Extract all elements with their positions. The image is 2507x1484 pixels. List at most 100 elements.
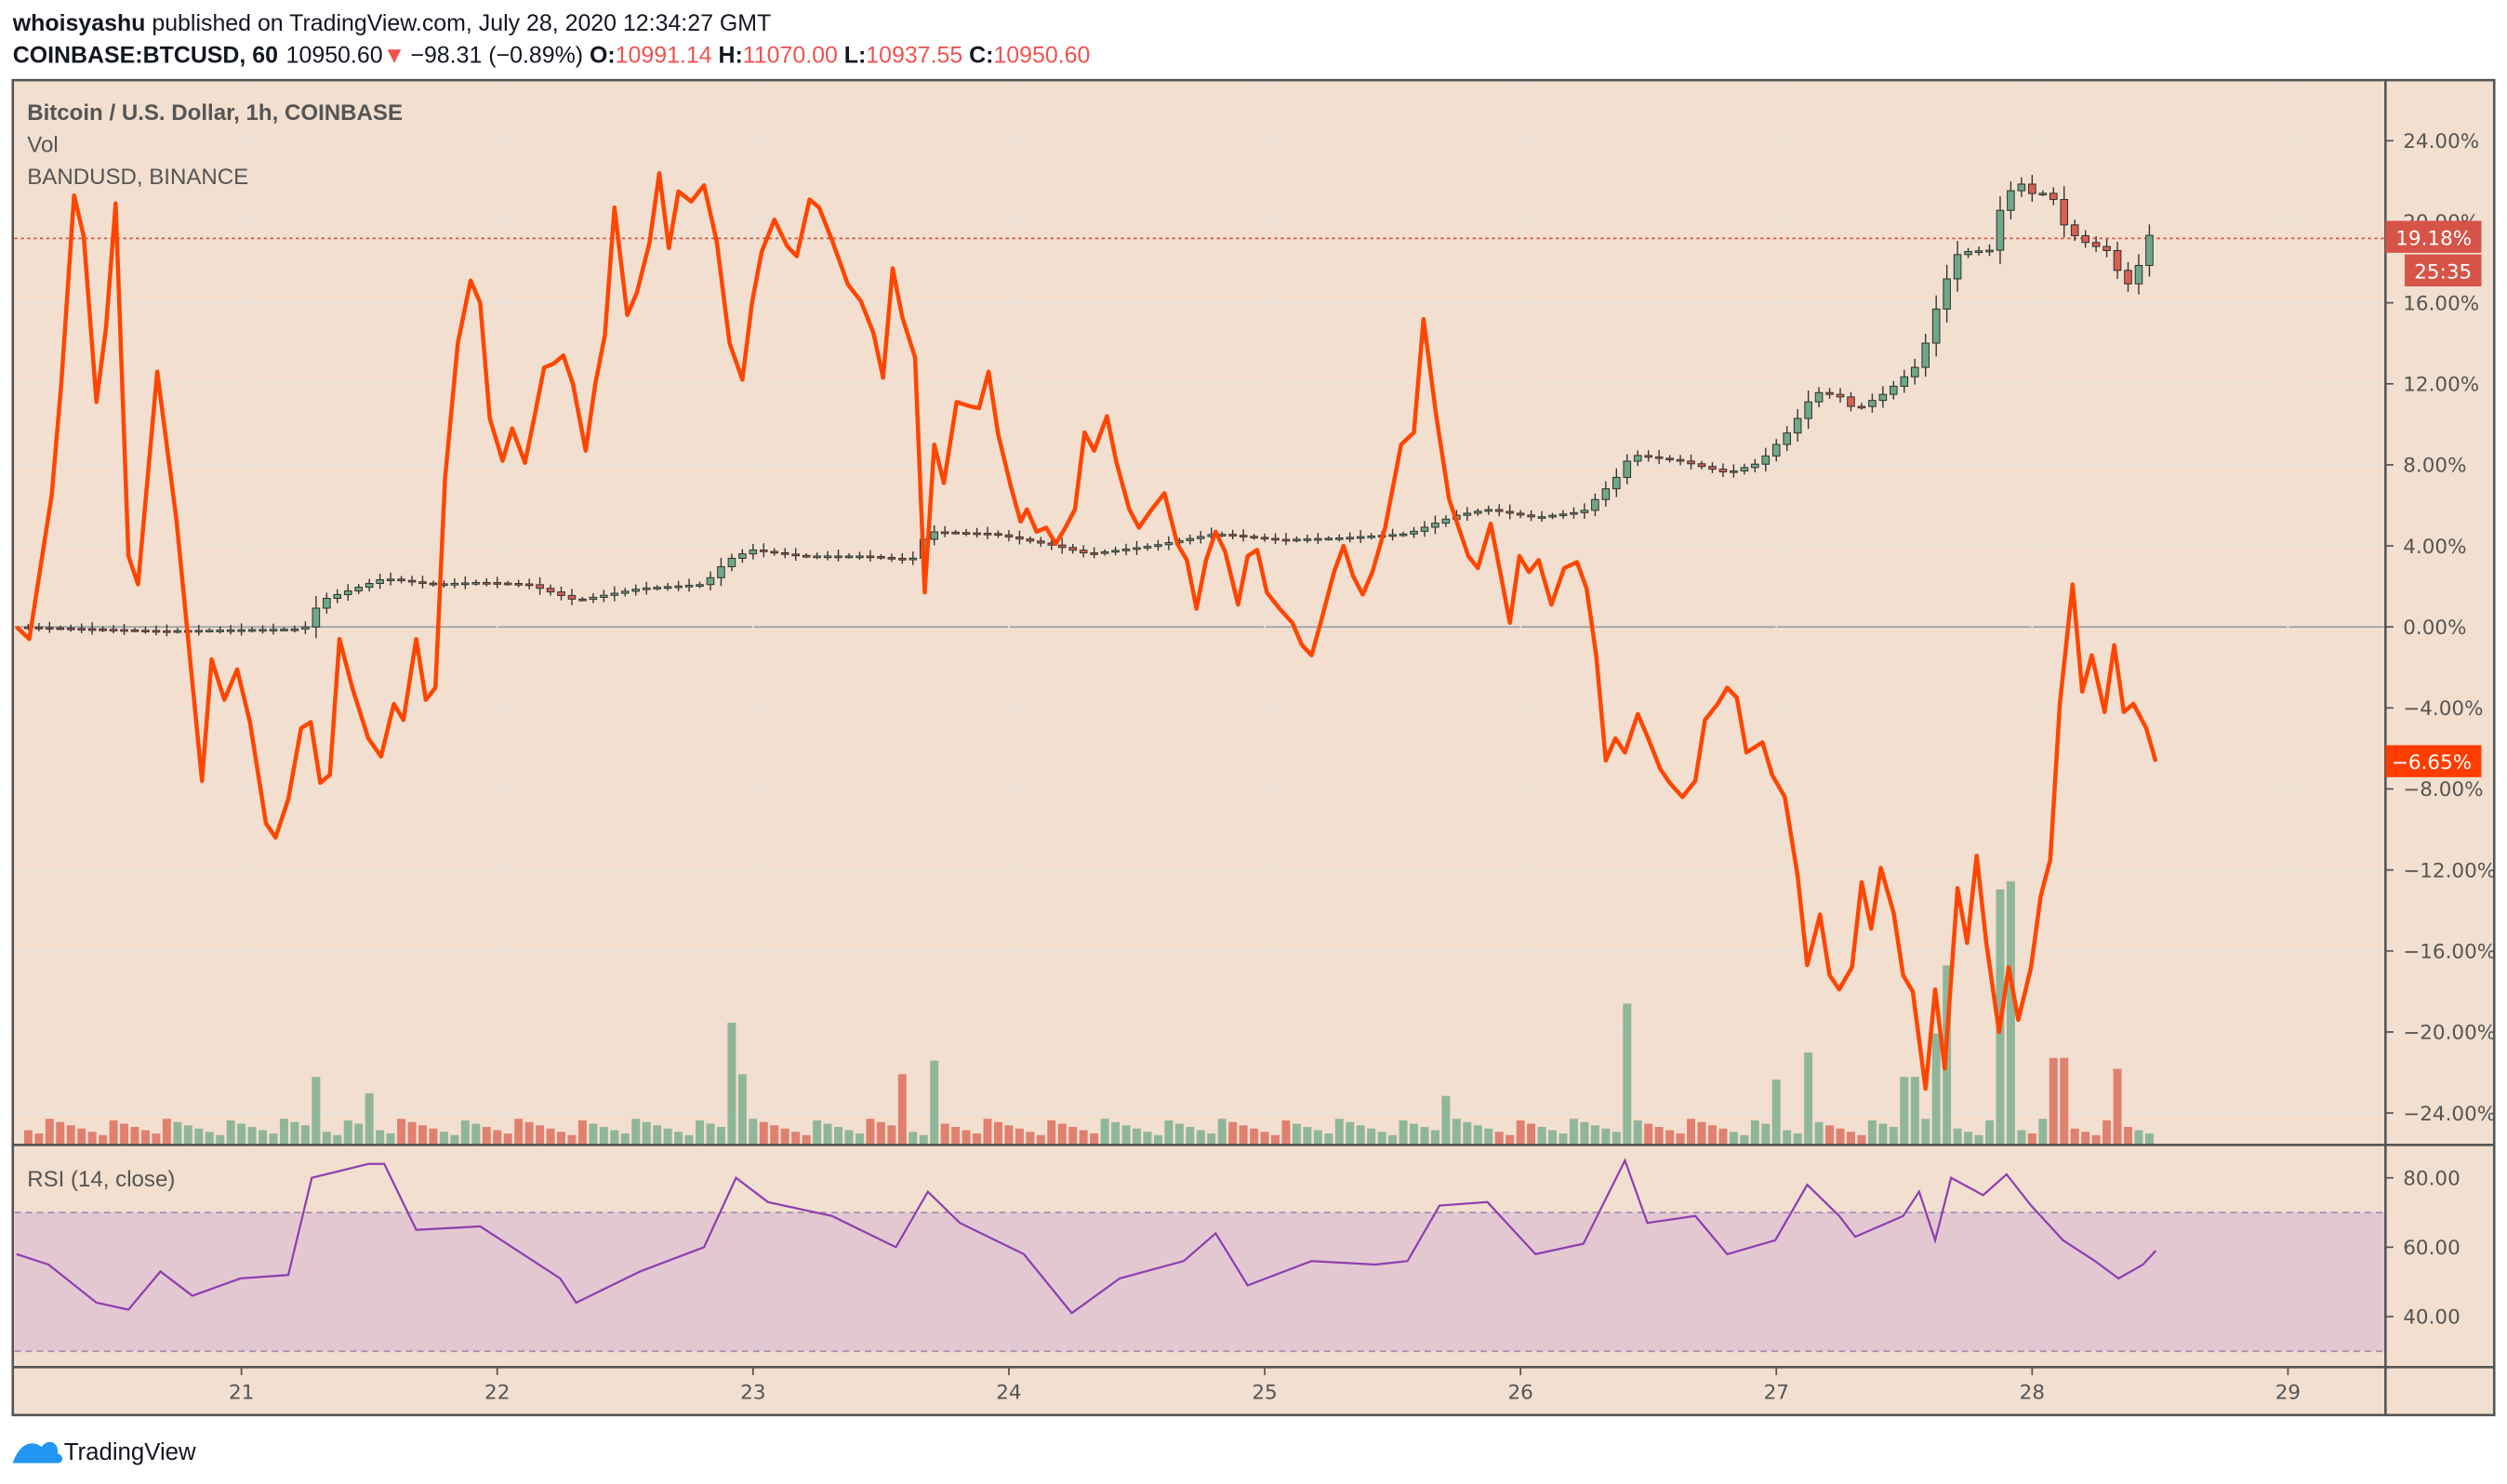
volume-bar [1004, 1125, 1014, 1146]
volume-bar [87, 1132, 97, 1146]
volume-bar [1559, 1133, 1568, 1146]
candle-body [1974, 250, 1983, 254]
volume-bar [855, 1133, 864, 1146]
legend-main[interactable]: Bitcoin / U.S. Dollar, 1h, COINBASE [27, 100, 403, 126]
candle-body [2134, 264, 2143, 285]
volume-bar [1420, 1126, 1429, 1146]
candle-body [1281, 538, 1291, 542]
volume-bar [546, 1128, 555, 1146]
candle-body [1857, 405, 1866, 409]
volume-bar [696, 1120, 704, 1146]
volume-bar [1463, 1121, 1472, 1146]
y-tick-label: −12.00% [2403, 859, 2496, 882]
candle-body [1793, 417, 1802, 434]
candle-body [1751, 463, 1759, 469]
candle-body [1718, 469, 1728, 472]
candle-body [173, 629, 182, 633]
candle-body [823, 555, 832, 559]
candle-body [1494, 509, 1504, 512]
candle-body [1836, 393, 1845, 398]
x-tick-label: 21 [229, 1382, 254, 1405]
candle-body [2049, 192, 2058, 201]
volume-bar [1334, 1119, 1344, 1146]
candle-body [1900, 376, 1909, 387]
candle-body [1570, 511, 1578, 515]
axes: 24.00%20.00%16.00%12.00%8.00%4.00%0.00%−… [229, 130, 2496, 1405]
candle-body [1943, 278, 1951, 310]
rsi-band-fill [14, 1212, 2386, 1352]
volume-bar [1484, 1128, 1493, 1146]
y-tick-label: −20.00% [2403, 1022, 2496, 1045]
volume-bar [727, 1022, 736, 1146]
volume-bar [1676, 1133, 1685, 1146]
candle-body [247, 629, 257, 632]
candle-body [450, 582, 459, 586]
volume-bar [1153, 1134, 1162, 1146]
candle-body [749, 550, 758, 555]
volume-bar [1377, 1132, 1386, 1146]
volume-bar [1100, 1119, 1109, 1146]
candle-body [1057, 544, 1067, 549]
volume-bar [1783, 1130, 1792, 1146]
volume-bar [866, 1119, 875, 1146]
volume-bar [77, 1128, 86, 1146]
x-tick-label: 28 [2020, 1382, 2045, 1405]
volume-bar [56, 1121, 65, 1146]
volume-bar [23, 1130, 33, 1146]
candle-body [2070, 224, 2079, 236]
legend-rsi[interactable]: RSI (14, close) [27, 1167, 175, 1192]
candle-body [2091, 242, 2101, 247]
candle-body [1356, 536, 1365, 539]
candle-body [1399, 533, 1408, 537]
volume-bar [1441, 1095, 1451, 1146]
candle-body [2102, 245, 2111, 251]
candle-body [631, 589, 641, 592]
candle-body [856, 555, 864, 559]
author-name[interactable]: whoisyashu [12, 10, 146, 36]
volume-bar [493, 1130, 502, 1146]
candle-body [898, 557, 907, 561]
legend-volume[interactable]: Vol [27, 133, 58, 158]
candle-body [323, 597, 331, 609]
volume-bar [2049, 1057, 2058, 1146]
volume-bar [834, 1126, 843, 1146]
tradingview-logo[interactable]: TradingView [12, 1439, 196, 1465]
x-tick-label: 22 [484, 1382, 510, 1405]
volume-bar [759, 1121, 768, 1146]
candle-body [1228, 534, 1237, 537]
candle-body [1196, 536, 1205, 539]
volume-bar [1750, 1120, 1759, 1146]
legend-compare[interactable]: BANDUSD, BINANCE [27, 165, 248, 190]
band-price-badge [2385, 745, 2482, 777]
candle-body [1537, 516, 1546, 519]
x-tick-label: 25 [1252, 1382, 1277, 1405]
volume-bar [1036, 1134, 1045, 1146]
volume-bar [1516, 1120, 1525, 1146]
volume-bar [226, 1120, 235, 1146]
candle-body [46, 627, 54, 630]
volume-bars [23, 881, 2154, 1146]
candle-body [973, 532, 981, 536]
symbol-label: COINBASE:BTCUSD, 60 [13, 42, 278, 68]
candle-body [1314, 537, 1322, 541]
volume-bar [280, 1119, 288, 1146]
volume-bar [120, 1123, 129, 1146]
volume-bar [940, 1123, 949, 1146]
volume-bar [737, 1074, 747, 1146]
candle-body [66, 628, 75, 630]
ohlc-line: COINBASE:BTCUSD, 60 10950.60▼ −98.31 (−0.8… [13, 42, 1091, 68]
volume-bar [919, 1134, 928, 1146]
close-label: C: [969, 42, 993, 68]
candle-body [1665, 457, 1674, 461]
volume-bar [1186, 1126, 1195, 1146]
volume-bar [1388, 1134, 1398, 1146]
volume-bar [205, 1132, 214, 1146]
y-tick-label: −4.00% [2403, 697, 2483, 721]
volume-bar [1217, 1119, 1227, 1146]
volume-bar [2124, 1126, 2132, 1146]
volume-bar [1143, 1132, 1152, 1146]
volume-bar [1324, 1133, 1333, 1146]
candle-body [269, 629, 278, 632]
volume-bar [1260, 1132, 1269, 1146]
candle-body [56, 627, 65, 630]
